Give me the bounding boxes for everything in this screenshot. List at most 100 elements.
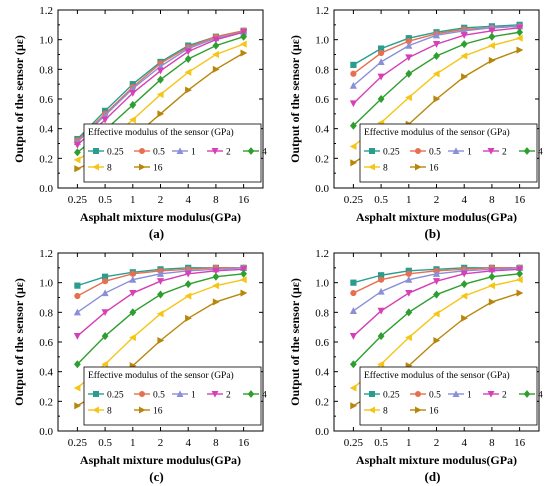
series-8 [349,34,523,151]
series-2 [73,266,248,340]
x-tick-label: 4 [185,437,191,449]
x-tick-label: 0.25 [344,437,364,449]
legend-label: 1 [191,391,196,401]
data-point [405,275,413,283]
data-point [212,282,220,290]
data-point [73,141,81,149]
legend-marker [247,147,255,155]
data-point [433,290,440,299]
data-point [156,270,165,277]
data-point [433,51,440,61]
data-point [405,308,413,317]
x-tick-label: 0.25 [68,194,88,206]
legend: Effective modulus of the sensor (GPa) 0.2… [83,123,267,183]
series-1 [349,264,524,314]
x-tick-label: 2 [158,437,164,449]
data-point [516,269,524,278]
x-tick-label: 16 [514,194,526,206]
y-tick-label: 1.2 [39,5,53,17]
data-point [433,336,441,345]
legend-item: 0.5 [410,148,441,158]
legend-marker [93,148,99,154]
data-point [73,332,81,340]
data-point [405,41,413,49]
data-point [350,279,357,286]
y-tick-label: 1.2 [315,5,329,17]
legend-label: 0.5 [153,391,165,401]
data-point [73,148,81,157]
data-point [405,93,412,102]
data-point [184,48,192,56]
data-point [129,100,137,109]
y-tick-label: 0.0 [315,426,329,438]
legend-marker [415,391,421,397]
legend-item: 8 [88,164,112,174]
data-point [350,402,358,410]
data-point [349,100,357,108]
y-tick-label: 0.6 [315,337,329,349]
legend-label: 16 [429,407,439,417]
chart-panel: 0.0 0.2 0.4 0.6 0.8 1.0 1.2 0.25 0.5 1 2 4 8 16 Asphal… [12,5,267,241]
data-point [460,270,468,278]
legend-item: 0.25 [88,391,124,401]
legend-title: Effective modulus of the sensor (GPa) [88,127,234,138]
legend-marker [415,148,421,154]
data-point [432,70,440,78]
legend-item: 8 [364,407,388,417]
data-point [432,310,440,318]
data-point [240,49,248,57]
data-point [488,282,496,290]
data-point [516,46,524,54]
y-tick-label: 0.4 [39,367,53,379]
legend-item: 0.5 [134,148,165,158]
data-point [73,156,81,164]
data-point [156,90,164,99]
data-point [157,75,164,84]
legend-label: 8 [383,164,388,174]
legend-label: 16 [153,164,163,174]
data-point [350,289,357,297]
series-8 [349,276,523,392]
data-point [432,278,441,285]
legend-label: 0.5 [429,148,441,158]
legend-marker [139,406,146,414]
data-point [73,384,81,392]
x-axis-title: Asphalt mixture modulus(GPa) [80,453,241,467]
x-axis-title: Asphalt mixture modulus(GPa) [80,210,241,224]
x-tick-label: 0.25 [344,194,364,206]
y-tick-label: 0.2 [39,153,53,165]
data-point [515,34,523,42]
data-point [185,314,192,322]
data-point [377,49,385,57]
data-point [157,336,165,345]
y-tick-label: 0.4 [315,124,329,136]
legend: Effective modulus of the sensor (GPa) 0.2… [83,366,267,426]
data-point [488,32,496,41]
legend-item: 16 [134,164,163,174]
legend-marker [415,163,422,171]
x-tick-label: 8 [213,194,219,206]
data-point [432,41,441,48]
legend-label: 0.25 [107,148,124,158]
y-axis-title: Output of the sensor (με) [12,35,26,163]
legend-label: 0.25 [383,148,400,158]
data-point [488,27,496,35]
data-point [73,308,81,316]
legend-item: 2 [207,391,231,401]
data-point [377,276,385,283]
panel-label: (d) [425,469,441,484]
x-tick-label: 4 [461,437,467,449]
legend-label: 1 [467,391,472,401]
data-point [460,292,468,300]
x-tick-label: 1 [130,194,136,206]
data-point [101,360,109,368]
data-point [129,270,136,277]
chart-panel: 0.0 0.2 0.4 0.6 0.8 1.0 1.2 0.25 0.5 1 2 4 8 16 Asphal… [12,248,267,484]
data-point [488,298,496,306]
data-point [516,266,524,274]
data-point [349,384,357,392]
data-point [377,73,385,81]
data-point [129,89,137,97]
y-tick-label: 0.6 [39,94,53,106]
legend-item: 16 [410,407,439,417]
